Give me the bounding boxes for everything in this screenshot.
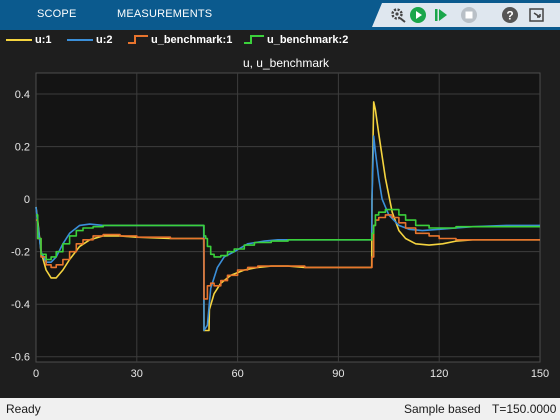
status-time: T=150.0000 [492, 402, 557, 416]
legend-swatch-bench1 [128, 35, 148, 44]
quick-access-toolbar: ? [372, 3, 560, 27]
legend-item-u2[interactable]: u:2 [67, 30, 113, 50]
legend: u:1 u:2 u_benchmark:1 u_benchmark:2 [0, 30, 560, 50]
legend-swatch-bench2 [244, 35, 264, 44]
expand-icon[interactable] [528, 6, 546, 24]
x-tick-label: 120 [430, 368, 448, 380]
y-tick-label: 0.2 [15, 142, 30, 154]
legend-item-bench2[interactable]: u_benchmark:2 [244, 30, 348, 50]
y-tick-label: -0.6 [11, 352, 30, 364]
x-tick-label: 90 [332, 368, 344, 380]
axes-box [35, 72, 541, 363]
legend-item-u1[interactable]: u:1 [6, 30, 52, 50]
chart-title: u, u_benchmark [243, 56, 330, 70]
grid [36, 73, 540, 362]
tab-scope[interactable]: SCOPE [37, 8, 77, 20]
help-icon[interactable]: ? [501, 6, 519, 24]
status-mode: Sample based [404, 402, 481, 416]
run-icon[interactable] [409, 6, 427, 24]
series-line-2 [35, 135, 540, 332]
status-bar: Ready Sample based T=150.0000 [0, 398, 560, 420]
step-forward-icon[interactable] [432, 6, 450, 24]
status-ready: Ready [6, 402, 41, 416]
y-tick-label: -0.4 [11, 299, 30, 311]
y-tick-label: -0.2 [11, 247, 30, 259]
x-tick-label: 60 [231, 368, 243, 380]
legend-swatch-u1 [6, 39, 32, 41]
y-tick-label: 0 [24, 194, 30, 206]
x-tick-label: 30 [131, 368, 143, 380]
x-tick-label: 150 [531, 368, 549, 380]
stop-icon[interactable] [460, 6, 478, 24]
legend-label-u1: u:1 [35, 34, 52, 46]
series-lines [35, 101, 540, 332]
chart[interactable]: u, u_benchmark 0 30 60 90 120 150 0.4 0.2 0 -0.2 -… [0, 50, 560, 398]
legend-label-u2: u:2 [96, 34, 113, 46]
settings-icon[interactable] [389, 6, 407, 24]
series-line-3 [36, 214, 540, 300]
svg-text:?: ? [506, 9, 513, 23]
series-line-4 [36, 208, 540, 261]
legend-label-bench2: u_benchmark:2 [267, 34, 349, 46]
toolstrip: SCOPE MEASUREMENTS ? [0, 0, 560, 30]
tab-measurements[interactable]: MEASUREMENTS [117, 8, 213, 20]
legend-label-bench1: u_benchmark:1 [151, 34, 233, 46]
x-tick-label: 0 [33, 368, 39, 380]
legend-item-bench1[interactable]: u_benchmark:1 [128, 30, 232, 50]
legend-swatch-u2 [67, 39, 93, 41]
plot-area: u, u_benchmark 0 30 60 90 120 150 0.4 0.2 0 -0.2 -… [0, 50, 560, 398]
y-tick-label: 0.4 [15, 89, 30, 101]
tick-labels: 0 30 60 90 120 150 0.4 0.2 0 -0.2 -0.4 -0.6 [11, 89, 549, 380]
